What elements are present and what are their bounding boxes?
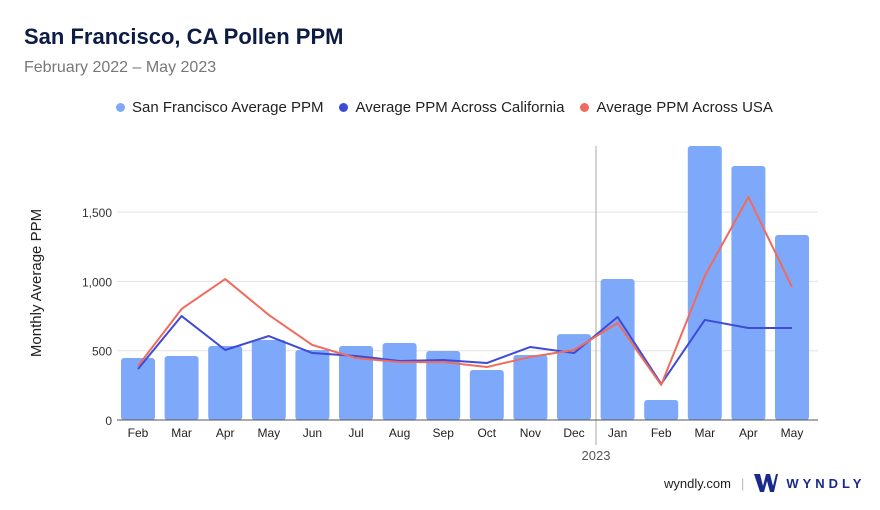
bar-aug [382, 342, 417, 420]
bar-apr [208, 345, 243, 420]
x-tick-label: Jun [303, 426, 322, 440]
y-axis-label: Monthly Average PPM [28, 209, 45, 357]
x-tick-label: May [781, 426, 804, 440]
footer-divider: | [740, 475, 745, 491]
legend-label: Average PPM Across California [355, 99, 565, 116]
x-tick-label: Nov [520, 426, 541, 440]
legend-label: Average PPM Across USA [596, 99, 773, 116]
bar-mar [687, 145, 722, 420]
bar-apr [731, 165, 766, 420]
legend-item-usa[interactable]: Average PPM Across USA [580, 99, 773, 116]
y-tick-label: 500 [92, 345, 112, 359]
bar-feb [121, 358, 155, 420]
x-tick-label: Feb [128, 426, 149, 440]
california-line [137, 315, 792, 385]
y-tick-label: 0 [105, 414, 112, 428]
chart-subtitle: February 2022 – May 2023 [24, 59, 217, 76]
footer: wyndly.com | WYNDLY [664, 474, 865, 492]
x-tick-label: Aug [389, 426, 410, 440]
x-tick-label: Jan [608, 426, 627, 440]
x-tick-label: Apr [739, 426, 758, 440]
wyndly-w-icon [754, 474, 779, 492]
legend: San Francisco Average PPM Average PPM Ac… [116, 99, 773, 116]
legend-marker [580, 103, 590, 112]
x-tick-label: Sep [433, 426, 455, 440]
x-tick-label: Mar [694, 426, 715, 440]
legend-item-sf[interactable]: San Francisco Average PPM [116, 99, 323, 116]
chart-title: San Francisco, CA Pollen PPM [24, 24, 344, 49]
wyndly-logo: WYNDLY [754, 474, 865, 492]
footer-site[interactable]: wyndly.com [664, 475, 731, 491]
brand-name: WYNDLY [786, 475, 866, 491]
x-tick-label: Jul [348, 426, 363, 440]
bar-jan [600, 279, 635, 420]
usa-line [137, 195, 793, 386]
y-tick-label: 1,500 [82, 206, 112, 220]
bar-sep [426, 350, 461, 420]
x-tick-label: Dec [563, 426, 584, 440]
legend-item-ca[interactable]: Average PPM Across California [339, 99, 564, 116]
bar-jul [339, 345, 373, 420]
legend-marker [116, 103, 125, 112]
y-tick-label: 1,000 [82, 275, 112, 289]
bar-nov [513, 354, 548, 420]
bar-dec [557, 334, 591, 420]
bar-jun [295, 350, 330, 420]
x-tick-label: Oct [477, 426, 496, 440]
bar-may [251, 340, 286, 420]
year-label: 2023 [582, 448, 611, 463]
bar-mar [164, 355, 199, 420]
legend-label: San Francisco Average PPM [132, 99, 324, 116]
x-tick-label: Mar [171, 426, 192, 440]
legend-marker [339, 103, 349, 112]
bar-oct [469, 369, 504, 420]
x-tick-label: May [257, 426, 280, 440]
bar-feb [644, 400, 679, 420]
x-tick-label: Apr [216, 426, 235, 440]
x-tick-label: Feb [651, 426, 672, 440]
